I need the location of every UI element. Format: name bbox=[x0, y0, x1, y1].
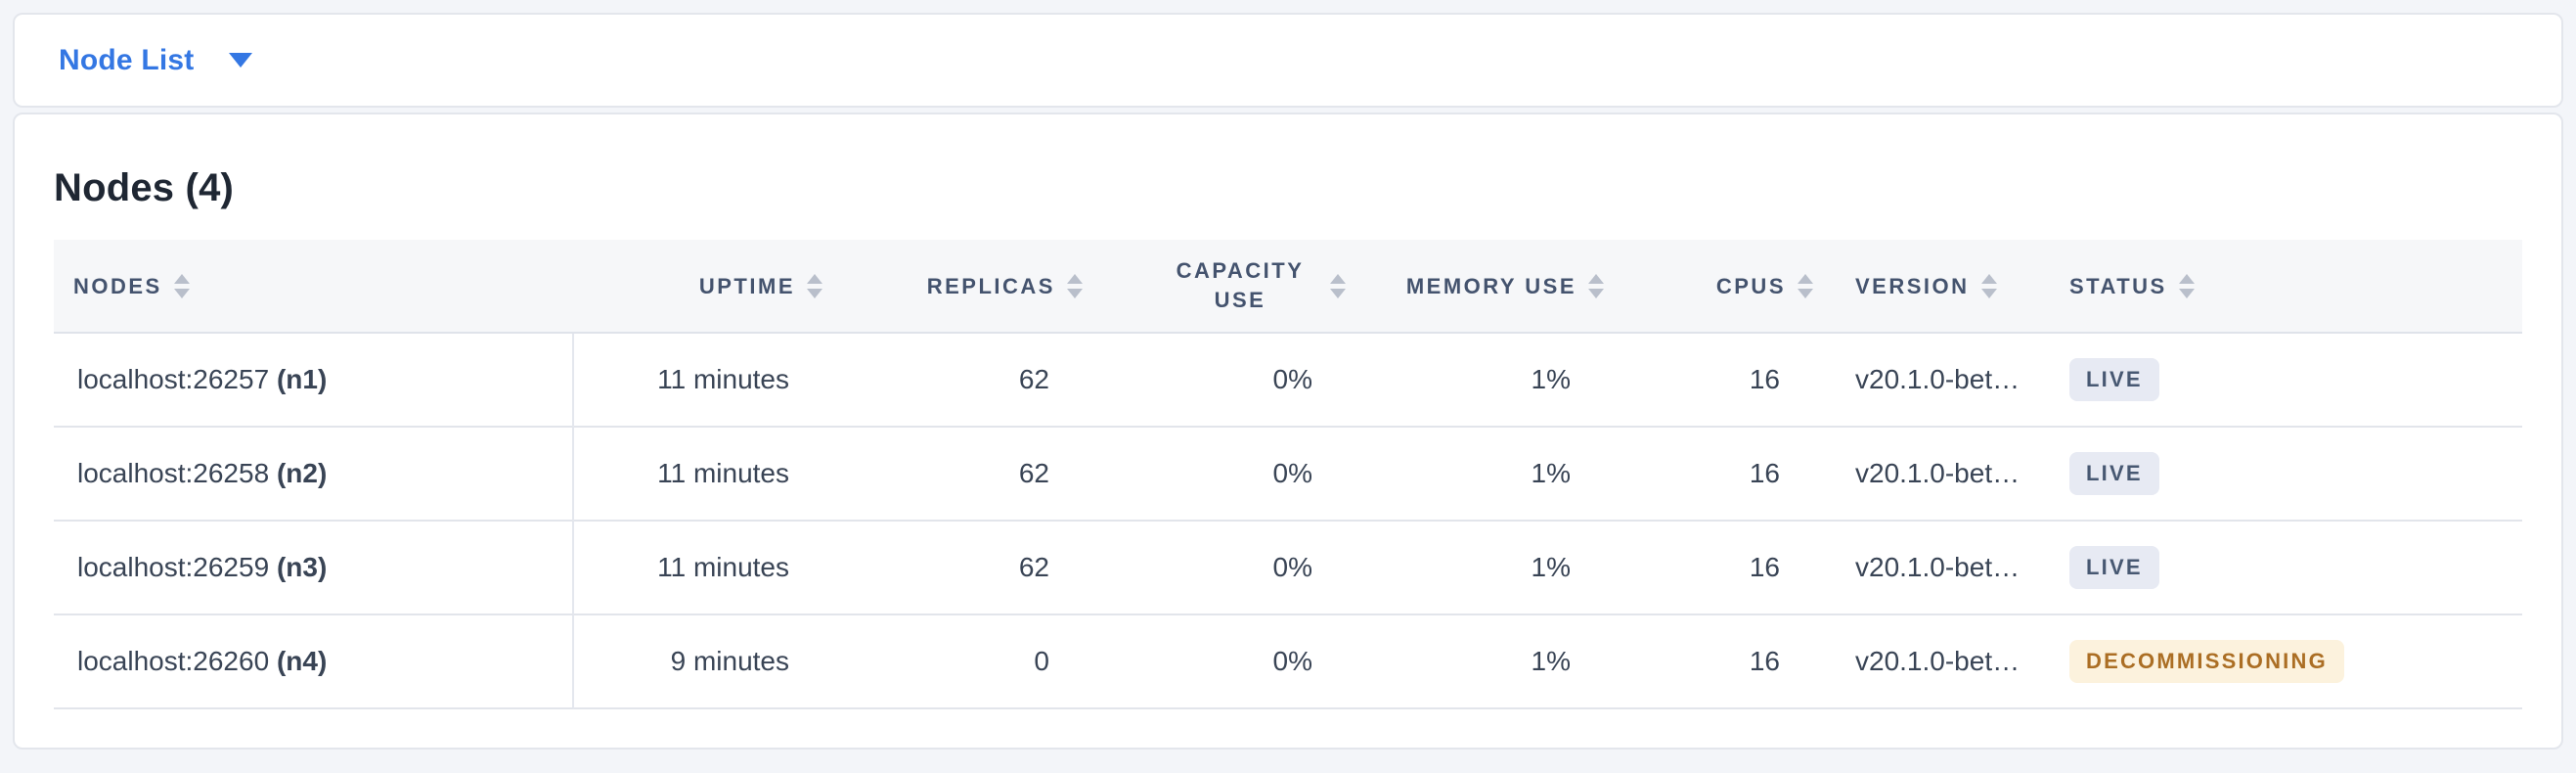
caret-down-icon bbox=[229, 53, 253, 68]
status-badge: DECOMMISSIONING bbox=[2069, 639, 2344, 684]
node-id: (n1) bbox=[276, 364, 328, 394]
memory-use-cell: 1% bbox=[1365, 615, 1623, 709]
node-address-cell[interactable]: localhost:26258 (n2) bbox=[54, 428, 574, 522]
uptime-cell: 11 minutes bbox=[574, 334, 842, 428]
view-selector-label: Node List bbox=[59, 43, 195, 76]
table-row: localhost:26258 (n2) 11 minutes 62 0% 1%… bbox=[54, 428, 2522, 522]
memory-use-cell: 1% bbox=[1365, 334, 1623, 428]
column-header-status[interactable]: STATUS bbox=[2050, 240, 2522, 334]
sort-icon bbox=[807, 274, 822, 299]
sort-icon bbox=[173, 274, 190, 299]
capacity-use-cell: 0% bbox=[1102, 615, 1365, 709]
replicas-cell: 62 bbox=[842, 428, 1102, 522]
version-cell: v20.1.0-bet… bbox=[1833, 334, 2050, 428]
version-cell: v20.1.0-bet… bbox=[1833, 428, 2050, 522]
status-cell: LIVE bbox=[2050, 334, 2522, 428]
column-header-capacity-use[interactable]: CAPACITY USE bbox=[1102, 240, 1365, 334]
uptime-cell: 9 minutes bbox=[574, 615, 842, 709]
sort-icon bbox=[1067, 274, 1083, 299]
table-row: localhost:26260 (n4) 9 minutes 0 0% 1% 1… bbox=[54, 615, 2522, 709]
node-address-cell[interactable]: localhost:26259 (n3) bbox=[54, 522, 574, 615]
status-badge: LIVE bbox=[2069, 357, 2159, 402]
sort-icon bbox=[1980, 274, 1997, 299]
memory-use-cell: 1% bbox=[1365, 522, 1623, 615]
uptime-cell: 11 minutes bbox=[574, 428, 842, 522]
sort-icon bbox=[1588, 274, 1604, 299]
status-cell: LIVE bbox=[2050, 428, 2522, 522]
cpus-cell: 16 bbox=[1623, 428, 1833, 522]
node-id: (n2) bbox=[276, 458, 328, 488]
column-header-replicas[interactable]: REPLICAS bbox=[842, 240, 1102, 334]
status-cell: DECOMMISSIONING bbox=[2050, 615, 2522, 709]
cpus-cell: 16 bbox=[1623, 615, 1833, 709]
sort-icon bbox=[1330, 273, 1346, 298]
column-header-version[interactable]: VERSION bbox=[1833, 240, 2050, 334]
view-selector-dropdown[interactable]: Node List bbox=[59, 43, 253, 77]
version-cell: v20.1.0-bet… bbox=[1833, 522, 2050, 615]
column-header-cpus[interactable]: CPUS bbox=[1623, 240, 1833, 334]
uptime-cell: 11 minutes bbox=[574, 522, 842, 615]
nodes-table: NODES UPTIME REPLICAS bbox=[54, 240, 2522, 709]
node-id: (n3) bbox=[276, 552, 328, 582]
table-row: localhost:26257 (n1) 11 minutes 62 0% 1%… bbox=[54, 334, 2522, 428]
replicas-cell: 62 bbox=[842, 334, 1102, 428]
node-id: (n4) bbox=[276, 646, 328, 676]
version-cell: v20.1.0-bet… bbox=[1833, 615, 2050, 709]
node-address-cell[interactable]: localhost:26260 (n4) bbox=[54, 615, 574, 709]
cpus-cell: 16 bbox=[1623, 334, 1833, 428]
column-header-memory-use[interactable]: MEMORY USE bbox=[1365, 240, 1623, 334]
table-header-row: NODES UPTIME REPLICAS bbox=[54, 240, 2522, 334]
memory-use-cell: 1% bbox=[1365, 428, 1623, 522]
column-header-nodes[interactable]: NODES bbox=[54, 240, 574, 334]
status-badge: LIVE bbox=[2069, 545, 2159, 590]
view-selector-bar: Node List bbox=[13, 13, 2563, 108]
status-cell: LIVE bbox=[2050, 522, 2522, 615]
column-header-uptime[interactable]: UPTIME bbox=[574, 240, 842, 334]
capacity-use-cell: 0% bbox=[1102, 334, 1365, 428]
cpus-cell: 16 bbox=[1623, 522, 1833, 615]
capacity-use-cell: 0% bbox=[1102, 522, 1365, 615]
sort-icon bbox=[1798, 274, 1813, 299]
nodes-card: Nodes (4) NODES UPTIME bbox=[13, 113, 2563, 750]
sort-icon bbox=[2178, 274, 2195, 299]
table-row: localhost:26259 (n3) 11 minutes 62 0% 1%… bbox=[54, 522, 2522, 615]
page-title: Nodes (4) bbox=[54, 166, 235, 209]
status-badge: LIVE bbox=[2069, 451, 2159, 496]
capacity-use-cell: 0% bbox=[1102, 428, 1365, 522]
node-address-cell[interactable]: localhost:26257 (n1) bbox=[54, 334, 574, 428]
replicas-cell: 62 bbox=[842, 522, 1102, 615]
replicas-cell: 0 bbox=[842, 615, 1102, 709]
